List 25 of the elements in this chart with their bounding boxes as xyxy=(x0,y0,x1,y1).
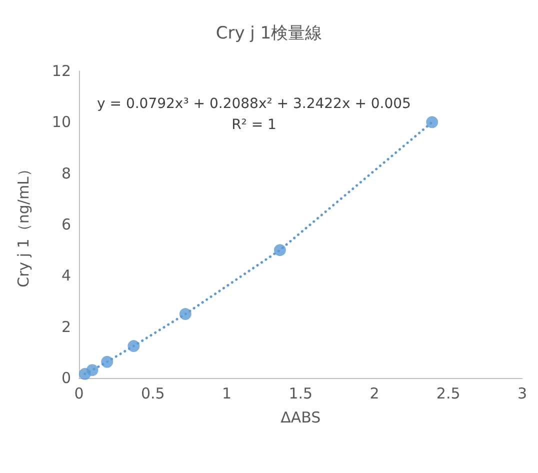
point xyxy=(274,244,286,256)
point xyxy=(426,116,438,128)
x-tick-label: 1 xyxy=(222,384,232,402)
x-tick-label: 0 xyxy=(74,384,84,402)
y-tick-label: 2 xyxy=(61,318,71,336)
point xyxy=(101,356,114,368)
x-axis-title: ΔABS xyxy=(280,408,321,426)
y-tick-label: 10 xyxy=(52,113,71,132)
x-tick-label: 1.5 xyxy=(288,384,313,402)
y-tick-label: 12 xyxy=(52,62,71,80)
y-tick-label: 4 xyxy=(61,266,71,285)
chart-title: Cry j 1検量線 xyxy=(216,24,322,44)
y-tick-label: 8 xyxy=(61,164,71,182)
point xyxy=(179,308,192,320)
x-tick-label: 2 xyxy=(370,384,380,402)
y-tick-label: 6 xyxy=(61,216,71,234)
x-tick-label: 3 xyxy=(517,384,527,402)
point xyxy=(86,364,98,376)
annotation: R² = 1 xyxy=(232,117,276,133)
x-tick-label: 0.5 xyxy=(140,384,165,402)
point xyxy=(128,340,140,352)
x-tick-label: 2.5 xyxy=(436,384,460,402)
y-tick-label: 0 xyxy=(61,369,71,387)
y-axis-title: Cry j 1（ng/mL） xyxy=(14,162,32,288)
annotation: y = 0.0792x³ + 0.2088x² + 3.2422x + 0.005 xyxy=(97,96,411,112)
